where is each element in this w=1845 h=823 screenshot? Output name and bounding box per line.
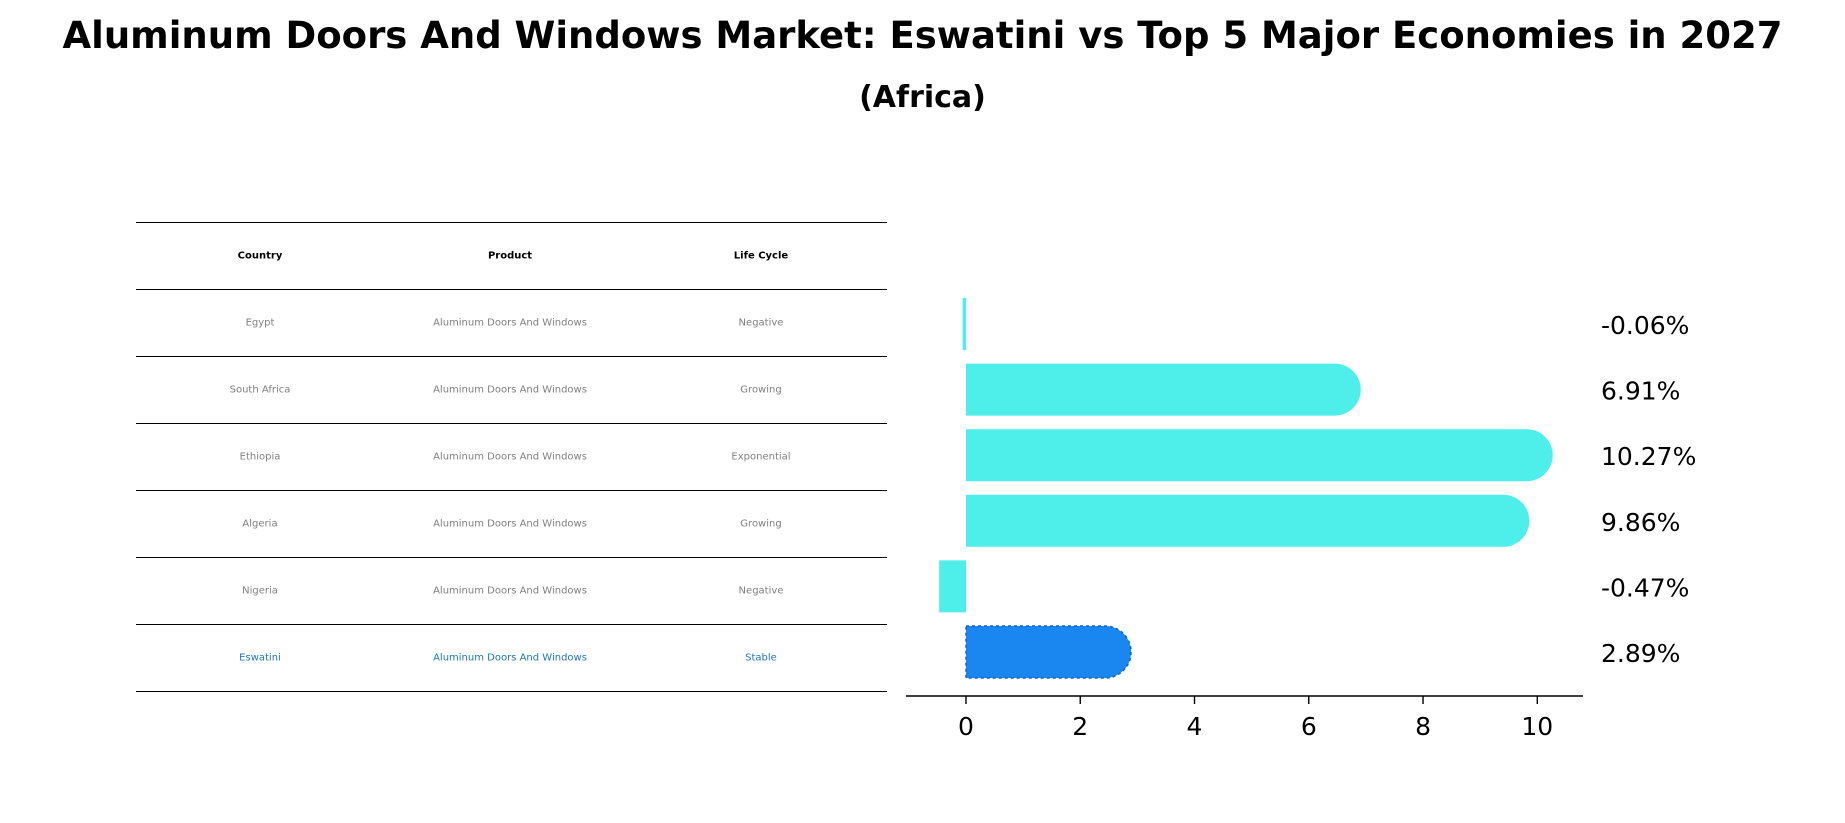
table-cell: Aluminum Doors And Windows xyxy=(433,317,587,328)
table-rule xyxy=(136,222,887,224)
table-cell: Aluminum Doors And Windows xyxy=(433,585,587,596)
table-cell: South Africa xyxy=(229,384,291,395)
table-cell: Negative xyxy=(738,585,784,596)
x-tick-label: 8 xyxy=(1415,712,1431,741)
table-rule xyxy=(136,289,887,291)
chart-subtitle: (Africa) xyxy=(859,80,986,115)
table-cell: Aluminum Doors And Windows xyxy=(433,652,587,663)
x-tick-label: 10 xyxy=(1521,712,1553,741)
data-label: -0.06% xyxy=(1601,311,1689,340)
table-cell: Growing xyxy=(740,518,782,529)
bar xyxy=(962,298,966,350)
data-label: 9.86% xyxy=(1601,508,1680,537)
table-header-cell: Country xyxy=(237,250,283,261)
table-cell: Ethiopia xyxy=(239,451,281,462)
table-cell: Exponential xyxy=(731,451,791,462)
bar xyxy=(965,363,1361,416)
table-cell: Stable xyxy=(745,652,777,663)
table-rule xyxy=(136,624,887,626)
bar xyxy=(965,625,1132,679)
table-cell: Aluminum Doors And Windows xyxy=(433,451,587,462)
table-cell: Egypt xyxy=(245,317,275,328)
table-cell: Aluminum Doors And Windows xyxy=(433,518,587,529)
bar xyxy=(965,494,1530,547)
chart-title: Aluminum Doors And Windows Market: Eswat… xyxy=(62,14,1783,57)
table-cell: Negative xyxy=(738,317,784,328)
table-rule xyxy=(136,691,887,693)
data-label: 10.27% xyxy=(1601,442,1696,471)
table-rule xyxy=(136,557,887,559)
x-tick-label: 6 xyxy=(1301,712,1317,741)
table-cell: Eswatini xyxy=(239,652,281,663)
table-cell: Growing xyxy=(740,384,782,395)
x-tick-label: 4 xyxy=(1187,712,1203,741)
table-cell: Algeria xyxy=(242,518,278,529)
table-cell: Nigeria xyxy=(242,585,278,596)
data-label: -0.47% xyxy=(1601,573,1689,602)
table-rule xyxy=(136,490,887,492)
table-rule xyxy=(136,423,887,425)
data-label: 2.89% xyxy=(1601,639,1680,668)
table-cell: Aluminum Doors And Windows xyxy=(433,384,587,395)
x-tick-label: 2 xyxy=(1072,712,1088,741)
bar xyxy=(965,429,1553,482)
x-tick-label: 0 xyxy=(958,712,974,741)
data-label: 6.91% xyxy=(1601,377,1680,406)
table-header-cell: Product xyxy=(487,250,533,261)
table-rule xyxy=(136,356,887,358)
table-header-cell: Life Cycle xyxy=(733,250,789,261)
bar xyxy=(939,560,966,613)
